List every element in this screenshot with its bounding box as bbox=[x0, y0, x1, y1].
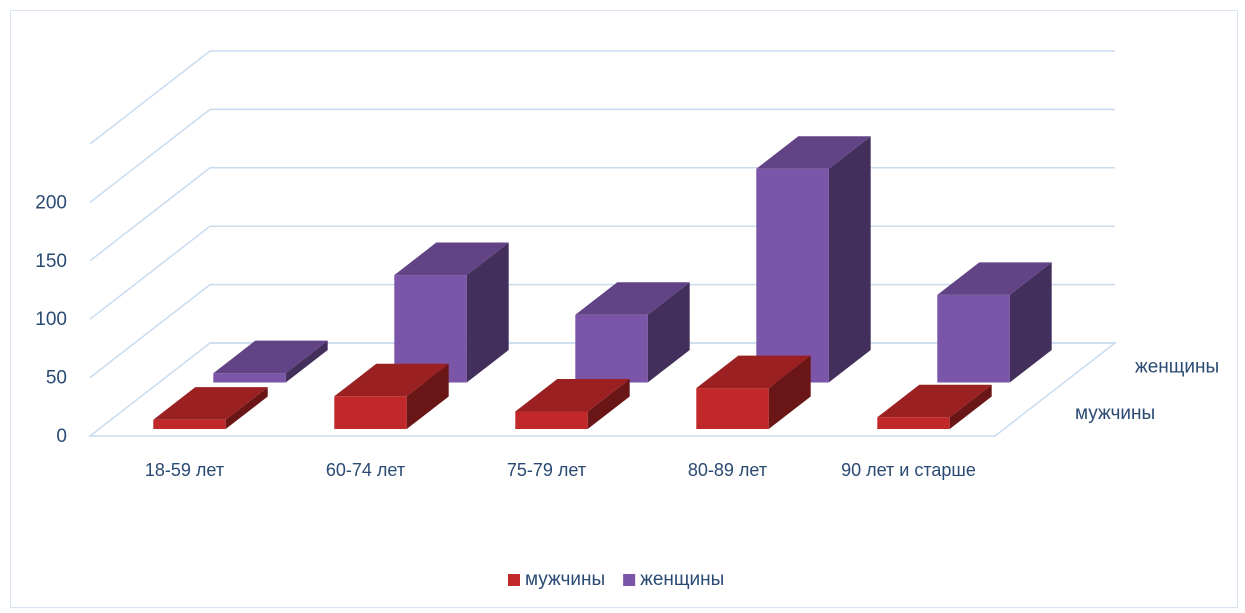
bar-side-face bbox=[466, 242, 509, 383]
bar-women bbox=[394, 242, 509, 383]
bar-front-face bbox=[937, 294, 1010, 383]
bar-front-face bbox=[696, 388, 769, 429]
bar-front-face bbox=[515, 411, 588, 429]
gridline bbox=[89, 108, 1115, 203]
bar-men bbox=[334, 363, 449, 429]
legend-item: женщины bbox=[623, 569, 724, 590]
bar-men bbox=[696, 355, 811, 429]
bar-front-face bbox=[756, 168, 829, 383]
bar-top-face bbox=[515, 379, 630, 412]
legend-item: мужчины bbox=[508, 569, 605, 590]
bar-side-face bbox=[225, 387, 268, 429]
x-category-label: 75-79 лет bbox=[507, 460, 586, 480]
bar-men bbox=[153, 387, 268, 429]
bar-top-face bbox=[575, 282, 690, 315]
x-axis-categories: 18-59 лет 60-74 лет 75-79 лет 80-89 лет 90 л… bbox=[145, 460, 976, 480]
bar-men bbox=[877, 384, 992, 429]
bar-front-face bbox=[394, 275, 467, 383]
y-axis-ticks: 0 50 100 150 200 bbox=[35, 192, 67, 447]
bar-front-face bbox=[153, 419, 226, 429]
bar-women bbox=[575, 282, 690, 383]
bar-front-face bbox=[334, 396, 407, 429]
bar-top-face bbox=[937, 262, 1052, 295]
y-tick-label: 150 bbox=[35, 251, 67, 272]
bar-front-face bbox=[877, 417, 950, 429]
y-tick-label: 50 bbox=[46, 368, 67, 389]
bar-side-face bbox=[285, 340, 328, 383]
bar-side-face bbox=[587, 379, 630, 429]
y-tick-label: 200 bbox=[35, 192, 67, 213]
gridline bbox=[89, 167, 1115, 262]
bar-top-face bbox=[153, 387, 268, 420]
bar-top-face bbox=[696, 355, 811, 389]
bar-women bbox=[937, 262, 1052, 383]
x-category-label: 18-59 лет bbox=[145, 460, 224, 480]
bar-front-face bbox=[213, 373, 286, 383]
bar-top-face bbox=[334, 363, 449, 397]
y-tick-label: 100 bbox=[35, 309, 67, 330]
x-category-label: 60-74 лет bbox=[326, 460, 405, 480]
legend-label: мужчины bbox=[525, 569, 605, 590]
legend-swatch bbox=[508, 574, 520, 586]
bars bbox=[153, 136, 1052, 429]
x-category-label: 80-89 лет bbox=[688, 460, 767, 480]
bar-top-face bbox=[213, 340, 328, 374]
bar-women bbox=[213, 340, 328, 383]
series-depth-label: мужчины bbox=[1075, 403, 1155, 424]
legend: мужчины женщины bbox=[508, 569, 724, 590]
bar-side-face bbox=[1009, 262, 1052, 383]
bar-side-face bbox=[768, 355, 811, 429]
bar-men bbox=[515, 379, 630, 429]
gridline bbox=[89, 50, 1115, 145]
bar-front-face bbox=[575, 314, 648, 383]
bar-top-face bbox=[877, 384, 992, 418]
series-depth-labels: мужчины женщины bbox=[1075, 356, 1219, 424]
bar-top-face bbox=[394, 242, 509, 276]
bar-side-face bbox=[949, 384, 992, 429]
bar-side-face bbox=[647, 282, 690, 383]
bar-side-face bbox=[406, 363, 449, 429]
legend-label: женщины bbox=[640, 569, 724, 590]
x-category-label: 90 лет и старше bbox=[841, 460, 976, 480]
series-depth-label: женщины bbox=[1135, 356, 1219, 377]
bar-side-face bbox=[828, 136, 871, 383]
bar-top-face bbox=[756, 136, 871, 169]
y-tick-label: 0 bbox=[56, 426, 67, 447]
legend-swatch bbox=[623, 574, 636, 586]
bar-women bbox=[756, 136, 871, 383]
